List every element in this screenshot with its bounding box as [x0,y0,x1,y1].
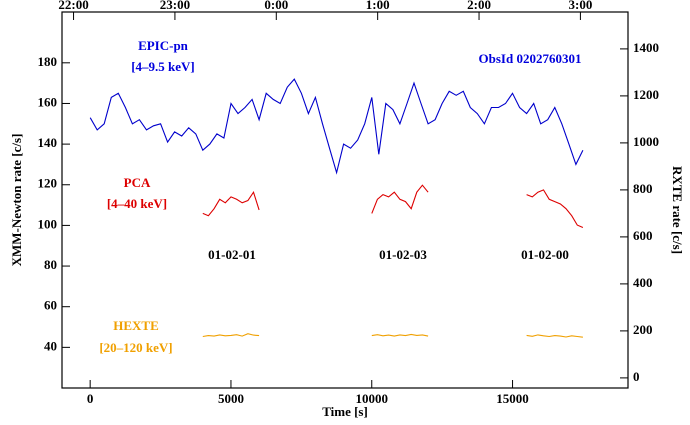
annotation: [4–40 keV] [107,196,167,211]
y-tick-label: 140 [38,135,58,150]
annotation: ObsId 0202760301 [479,51,582,66]
x2-tick-label: 23:00 [160,0,190,12]
y2-tick-label: 400 [633,275,653,290]
y-tick-label: 60 [44,298,57,313]
x2-tick-label: 22:00 [58,0,88,12]
annotation: 01-02-01 [208,247,256,262]
y2-axis-label: RXTE rate [c/s] [670,166,685,254]
x-tick-label: 0 [87,391,94,406]
y2-tick-label: 1400 [633,40,659,55]
y2-tick-label: 0 [633,369,640,384]
y2-tick-label: 600 [633,228,653,243]
series-line [202,333,583,338]
y-tick-label: 180 [38,54,58,69]
plot-frame [61,11,629,389]
x2-tick-label: 0:00 [264,0,288,12]
series-line [202,184,584,229]
x-axis-label: Time [s] [322,404,368,419]
x2-tick-label: 2:00 [467,0,491,12]
annotation: EPIC-pn [138,38,189,53]
annotation: [4–9.5 keV] [131,59,195,74]
annotation: HEXTE [113,318,159,333]
y2-tick-label: 1000 [633,134,659,149]
annotation: 01-02-00 [521,247,569,262]
x-tick-label: 5000 [218,391,244,406]
annotation: PCA [124,175,151,190]
x-tick-label: 10000 [356,391,389,406]
y-axis-label: XMM-Newton rate [c/s] [9,134,24,267]
y-tick-label: 40 [44,338,57,353]
y-tick-label: 160 [38,94,58,109]
series-line [89,78,584,175]
y2-tick-label: 200 [633,322,653,337]
annotation: 01-02-03 [379,247,427,262]
y-tick-label: 80 [44,257,57,272]
x2-tick-label: 3:00 [568,0,592,12]
y-tick-label: 120 [38,176,58,191]
annotation: [20–120 keV] [99,340,172,355]
y2-tick-label: 800 [633,181,653,196]
x-tick-label: 15000 [496,391,529,406]
y-tick-label: 100 [38,216,58,231]
x2-tick-label: 1:00 [366,0,390,12]
y2-tick-label: 1200 [633,87,659,102]
